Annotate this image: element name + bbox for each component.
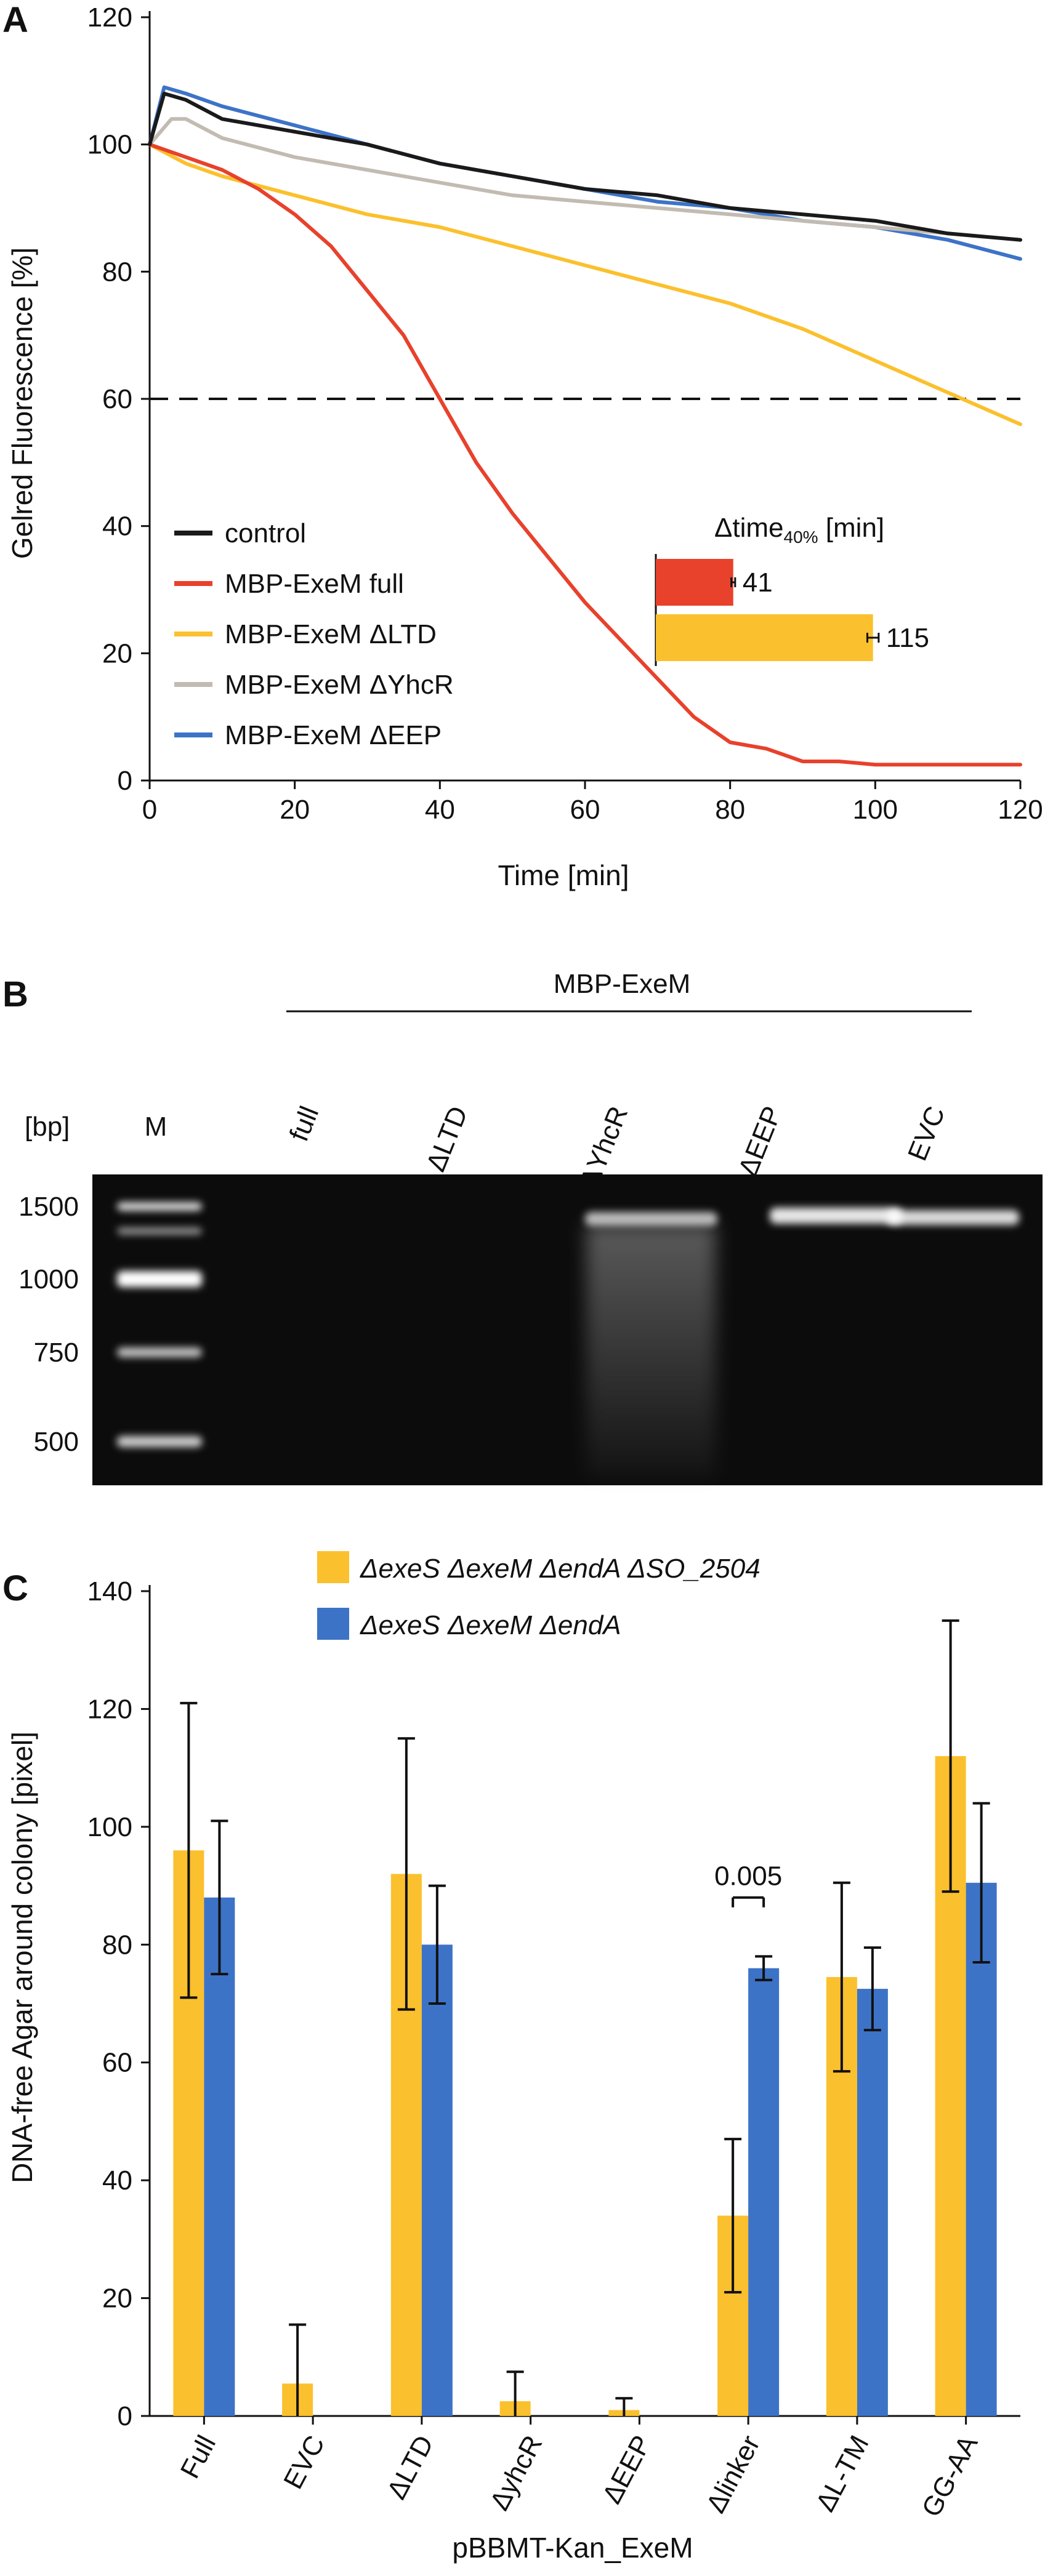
- panel-a-x-tick-label: 40: [425, 795, 455, 825]
- bar-1-0: [204, 1897, 235, 2416]
- panel-letter-a: A: [2, 0, 28, 40]
- panel-a-x-tick-label: 60: [570, 795, 600, 825]
- inset-bar-0: [656, 559, 733, 606]
- panel-c-y-tick-label: 120: [87, 1694, 132, 1724]
- gel-smear-yhcr: [586, 1225, 716, 1477]
- legend-swatch-c-0: [317, 1551, 349, 1583]
- panel-a-line-chart: A Gelred Fluorescence [%] Time [min] 0 20…: [2, 0, 1043, 891]
- panel-b-gel: B MBP-ExeM [bp] M full ΔLTD ΔYhcR ΔEEP EVC 1…: [2, 969, 1043, 1485]
- series-line-4: [148, 85, 1022, 261]
- gel-bp-label-0: 1500: [18, 1192, 79, 1222]
- panel-a-x-tick-label: 100: [853, 795, 898, 825]
- panel-a-legend: control MBP-ExeM full MBP-ExeM ΔLTD MBP-Exe…: [174, 518, 454, 750]
- inset-value-label-0: 41: [743, 568, 773, 598]
- series-line-1: [148, 142, 1022, 767]
- gel-lane-label-4: EVC: [902, 1102, 951, 1165]
- legend-label-4: MBP-ExeM ΔEEP: [225, 720, 442, 750]
- gel-lane-label-3: ΔEEP: [733, 1102, 788, 1180]
- panel-a-x-tick-label: 20: [280, 795, 310, 825]
- panel-c-x-tick-label: EVC: [278, 2431, 331, 2494]
- legend-label-c-0: ΔexeS ΔexeM ΔendA ΔSO_2504: [360, 1554, 761, 1584]
- panel-c-y-axis-label: DNA-free Agar around colony [pixel]: [6, 1731, 38, 2183]
- inset-value-label-1: 115: [886, 623, 929, 653]
- gel-bp-label-3: 500: [34, 1427, 79, 1457]
- panel-a-y-axis-label: Gelred Fluorescence [%]: [6, 247, 38, 559]
- panel-c-x-tick-label: ΔEEP: [597, 2431, 657, 2509]
- gel-bp-labels: 1500 1000 750 500: [18, 1192, 79, 1457]
- panel-c-y-tick-label: 20: [102, 2284, 132, 2314]
- gel-lane-label-1: ΔLTD: [421, 1102, 474, 1176]
- panel-a-x-axis-label: Time [min]: [498, 859, 629, 891]
- gel-band-yhcr: [585, 1212, 717, 1226]
- panel-c-x-axis-label: pBBMT-Kan_ExeM: [452, 2532, 693, 2564]
- panel-c-y-tick-label: 0: [118, 2401, 132, 2431]
- bar-1-6: [857, 1989, 888, 2416]
- panel-a-y-tick-label: 120: [87, 2, 132, 33]
- panel-a-y-tick-label: 80: [102, 257, 132, 287]
- series-line-3: [148, 117, 1022, 242]
- gel-marker-band-2: [117, 1271, 202, 1287]
- gel-band-evc: [887, 1210, 1019, 1225]
- panel-a-y-tick-label: 0: [118, 766, 132, 796]
- legend-label-c-1: ΔexeS ΔexeM ΔendA: [360, 1610, 621, 1640]
- panel-c-bars: [173, 1619, 997, 2416]
- panel-a-series: [148, 85, 1022, 767]
- gel-marker-band-3: [117, 1347, 202, 1357]
- panel-c-legend: ΔexeS ΔexeM ΔendA ΔSO_2504 ΔexeS ΔexeM Δe…: [317, 1551, 761, 1640]
- panel-a-y-tick-label: 100: [87, 130, 132, 160]
- panel-letter-b: B: [2, 974, 28, 1014]
- panel-a-axes: 0 20 40 60 80 100 120 0 20 40 60 80 100 120: [87, 2, 1043, 825]
- panel-a-x-tick-label: 0: [142, 795, 157, 825]
- panel-c-significance-annotation: 0.005: [714, 1861, 782, 1908]
- inset-bar-1: [656, 614, 873, 661]
- panel-c-x-tick-label: ΔLTD: [381, 2431, 440, 2504]
- panel-c-y-tick-label: 140: [87, 1576, 132, 1607]
- legend-swatch-c-1: [317, 1608, 349, 1640]
- gel-marker-band-4: [117, 1436, 202, 1447]
- gel-image: [92, 1174, 1043, 1485]
- panel-c-x-tick-label: Δlinker: [701, 2431, 766, 2518]
- series-line-0: [148, 92, 1022, 242]
- panel-c-x-tick-label: Full: [175, 2431, 222, 2484]
- series-line-2: [148, 142, 1022, 427]
- inset-title: Δtime40% [min]: [714, 513, 884, 547]
- panel-c-y-tick-label: 100: [87, 1812, 132, 1842]
- panel-c-bar-chart: C DNA-free Agar around colony [pixel] pB…: [2, 1551, 1020, 2564]
- gel-group-label: MBP-ExeM: [554, 969, 690, 999]
- legend-label-0: control: [225, 518, 306, 548]
- gel-bp-label-2: 750: [34, 1338, 79, 1368]
- gel-marker-band-1: [117, 1227, 202, 1235]
- gel-marker-label: M: [145, 1112, 167, 1142]
- legend-label-2: MBP-ExeM ΔLTD: [225, 619, 437, 649]
- bar-1-5: [748, 1968, 780, 2416]
- panel-letter-c: C: [2, 1568, 28, 1608]
- gel-bp-label-1: 1000: [18, 1264, 79, 1294]
- legend-label-1: MBP-ExeM full: [225, 569, 404, 599]
- panel-c-y-tick-label: 40: [102, 2165, 132, 2196]
- panel-a-y-tick-label: 60: [102, 384, 132, 414]
- bar-1-7: [966, 1882, 997, 2416]
- panel-c-x-tick-label: ΔL-TM: [810, 2431, 874, 2517]
- gel-bp-header: [bp]: [25, 1112, 70, 1142]
- panel-a-inset-bar-chart: Δtime40% [min] 41 115: [655, 513, 929, 666]
- panel-a-x-tick-label: 120: [998, 795, 1043, 825]
- gel-band-eep: [770, 1208, 902, 1224]
- significance-p-value: 0.005: [714, 1861, 782, 1892]
- panel-c-y-tick-label: 80: [102, 1930, 132, 1960]
- gel-marker-band-0: [117, 1202, 202, 1211]
- bar-1-2: [421, 1944, 453, 2416]
- panel-a-y-tick-label: 40: [102, 512, 132, 542]
- panel-c-y-tick-label: 60: [102, 2048, 132, 2078]
- gel-bands: [117, 1202, 1019, 1477]
- legend-label-3: MBP-ExeM ΔYhcR: [225, 670, 454, 700]
- panel-a-x-tick-label: 80: [715, 795, 745, 825]
- gel-lane-label-0: full: [284, 1102, 325, 1146]
- panel-a-y-tick-label: 20: [102, 638, 132, 668]
- panel-c-x-tick-label: ΔyhcR: [484, 2431, 548, 2515]
- panel-c-x-tick-label: GG-AA: [916, 2430, 984, 2522]
